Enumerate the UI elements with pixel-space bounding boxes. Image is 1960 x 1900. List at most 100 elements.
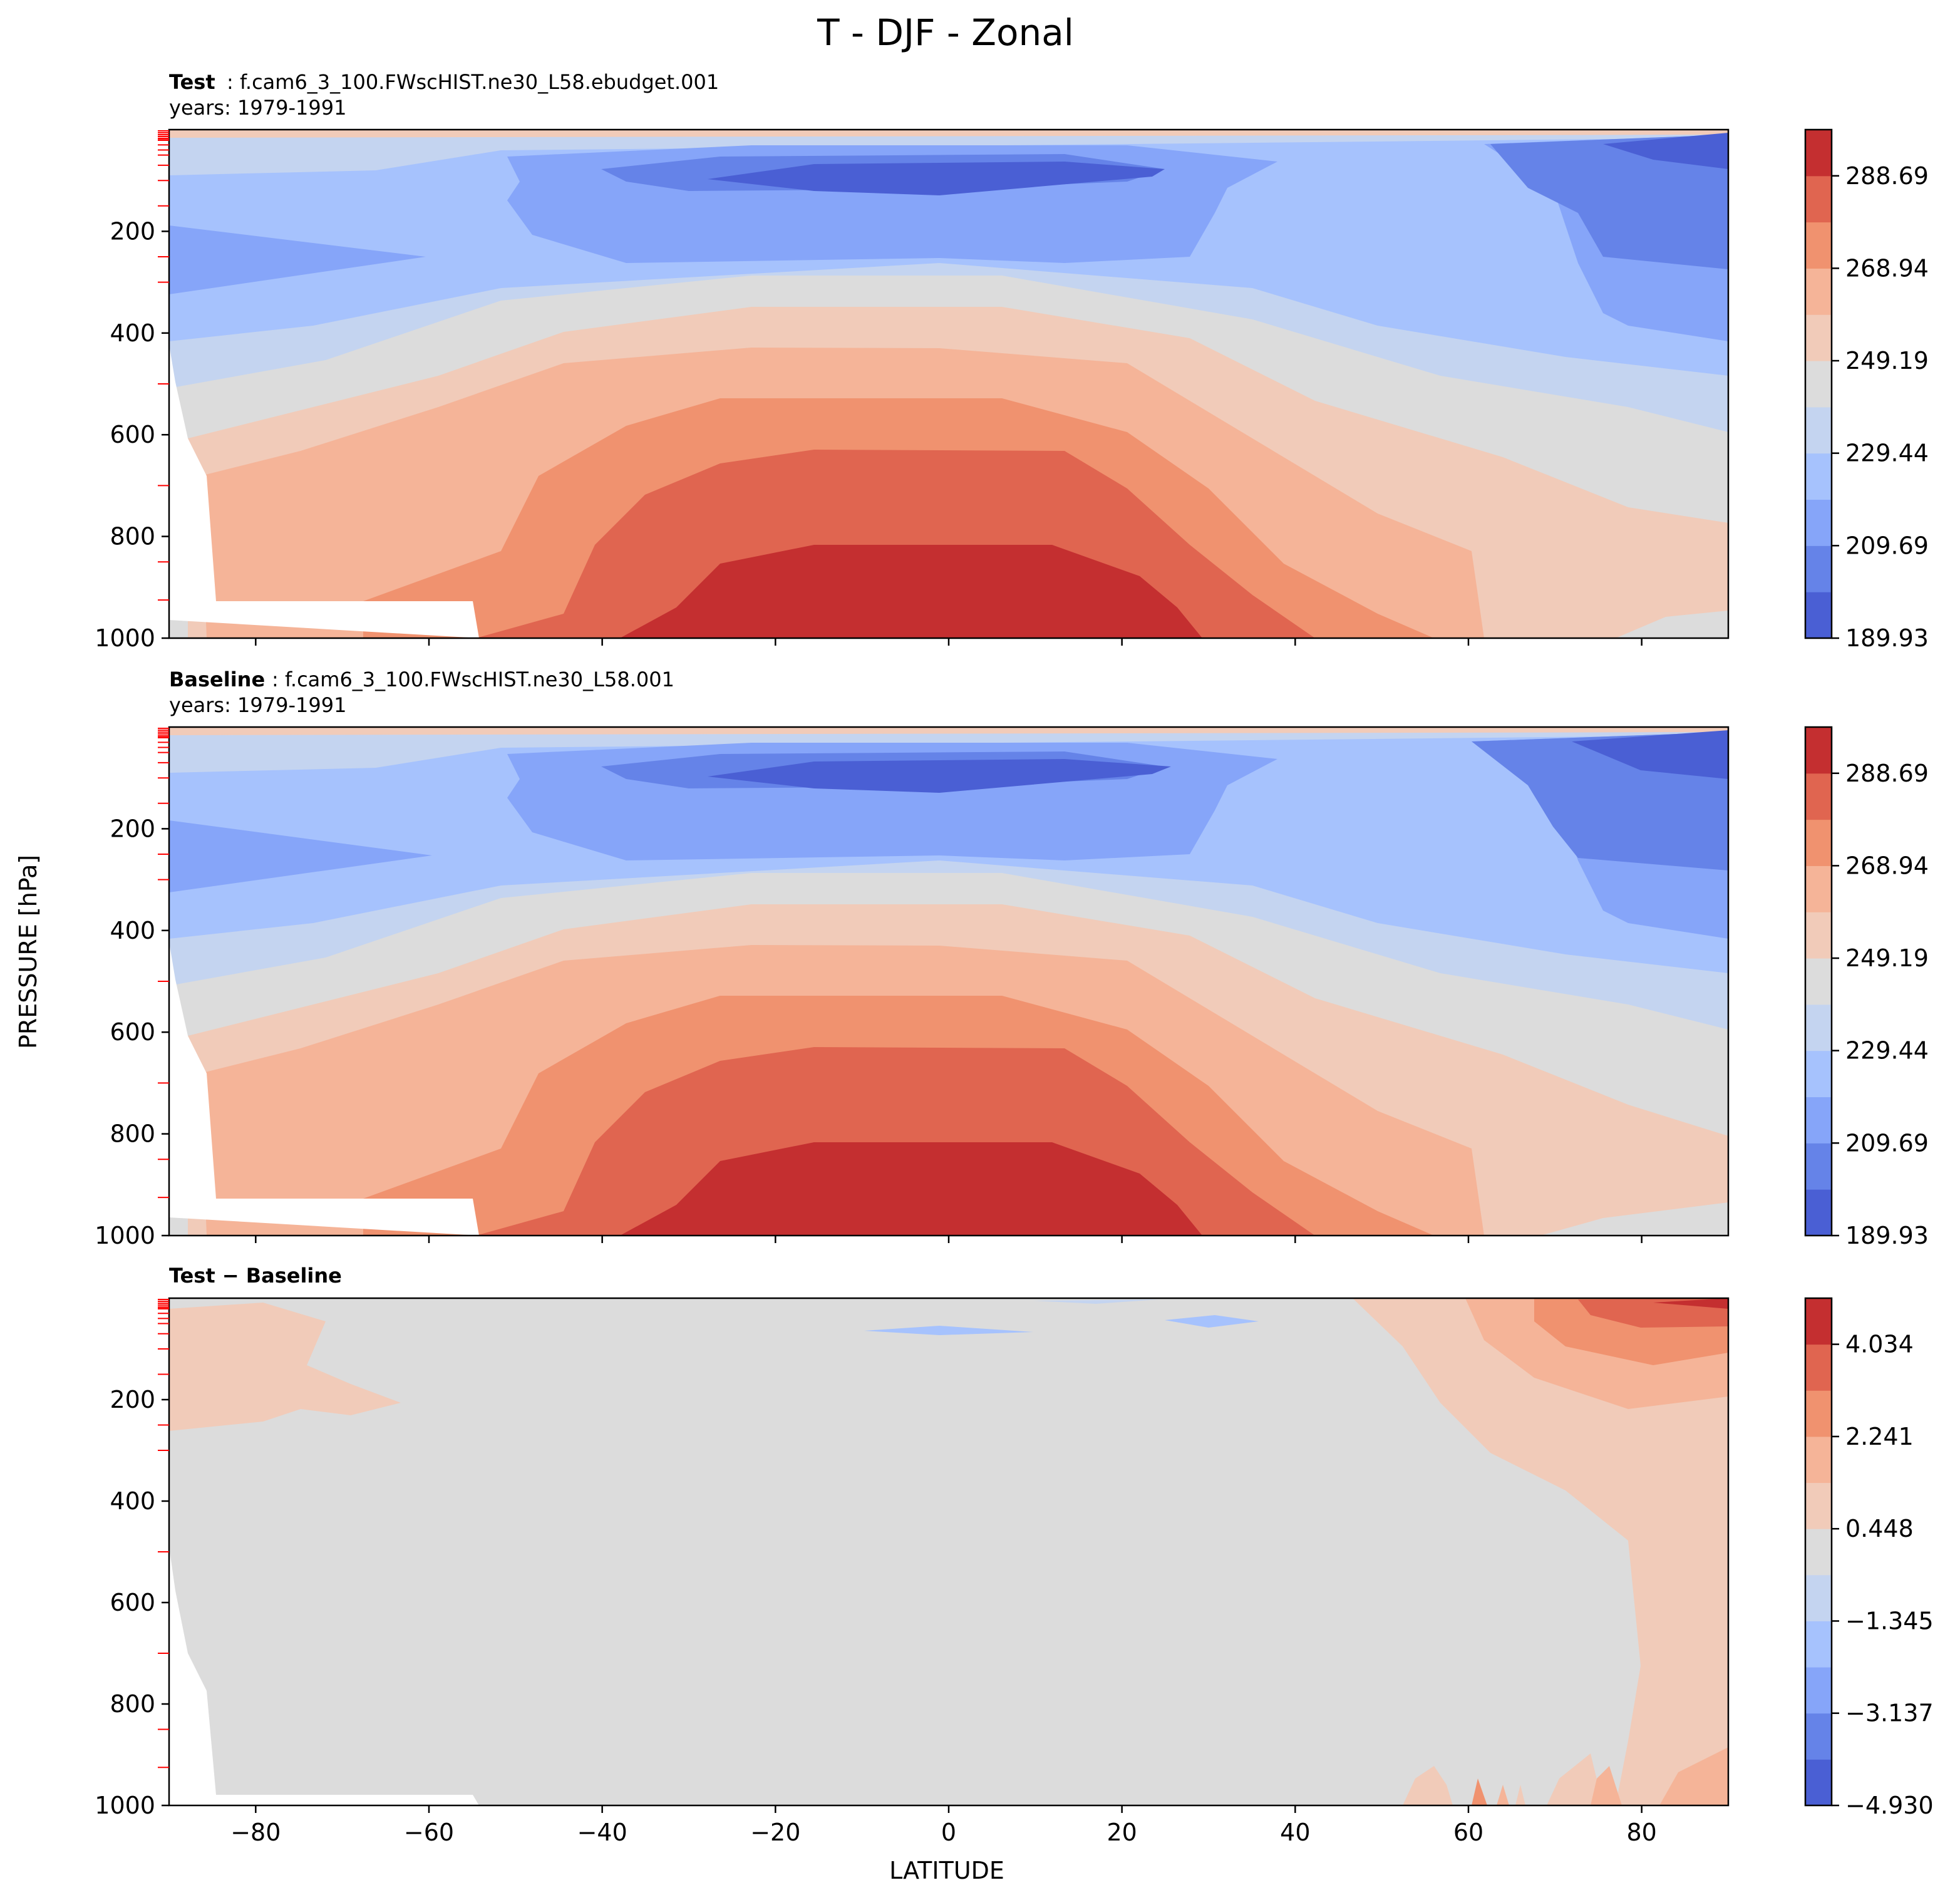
colorbar-segment [1805, 773, 1832, 820]
panel-test-title-rest: : f.cam6_3_100.FWscHIST.ne30_L58.ebudget… [227, 70, 719, 94]
colorbar-segment [1805, 1097, 1832, 1144]
contour-band [1472, 1779, 1487, 1805]
colorbar-segment [1805, 865, 1832, 912]
panel-baseline: Baseline : f.cam6_3_100.FWscHIST.ne30_L5… [95, 668, 1929, 1249]
x-tick-label: −40 [577, 1819, 627, 1846]
colorbar-tick-label: 229.44 [1845, 440, 1929, 467]
y-tick-label: 400 [110, 1487, 155, 1515]
colorbar-tick-label: −1.345 [1845, 1607, 1934, 1634]
colorbar-segment [1805, 727, 1832, 774]
contour-band [708, 162, 1165, 195]
panel-test-colorbar: 288.69 268.94 249.19 229.44 209.69 189.93 [1804, 128, 1929, 652]
colorbar-tick-label: 189.93 [1845, 1222, 1929, 1249]
colorbar-segment [1805, 175, 1832, 223]
contour-band [620, 545, 1202, 638]
colorbar-segment [1805, 130, 1832, 177]
colorbar-tick-label: 229.44 [1845, 1037, 1929, 1065]
contour-band [1540, 1202, 1728, 1236]
colorbar-tick-label: 288.69 [1845, 162, 1929, 190]
contour-band [169, 225, 426, 294]
contour-band [1616, 611, 1728, 638]
colorbar-segment [1805, 1143, 1832, 1190]
missing-data-mask [169, 344, 479, 638]
contour-band [1353, 1298, 1728, 1805]
colorbar-segment [1805, 592, 1832, 639]
panel-test-title-bold: Test [169, 70, 215, 94]
x-tick-label: 0 [941, 1819, 956, 1846]
y-tick-label: 200 [110, 815, 155, 842]
colorbar-tick-label: 2.241 [1845, 1423, 1914, 1450]
colorbar-frame [1804, 128, 1833, 639]
contour-band [864, 1326, 1033, 1335]
y-tick-label: 800 [110, 1120, 155, 1148]
colorbar-tick-label: 209.69 [1845, 532, 1929, 559]
colorbar-segment [1805, 361, 1832, 408]
panel-baseline-title-bold: Baseline [169, 668, 265, 691]
colorbar-segment [1805, 958, 1832, 1005]
colorbar-segment [1805, 453, 1832, 500]
colorbar-segment [1805, 1667, 1832, 1714]
colorbar-tick-label: 0.448 [1845, 1515, 1914, 1542]
panel-test-axes: 200 400 600 800 1000 [95, 130, 1643, 652]
y-tick-label: 200 [110, 1386, 155, 1413]
colorbar-segment [1805, 1713, 1832, 1760]
colorbar-tick-label: 268.94 [1845, 254, 1929, 282]
panel-baseline-title-rest: : f.cam6_3_100.FWscHIST.ne30_L58.001 [272, 668, 674, 691]
y-tick-label: 200 [110, 217, 155, 245]
contour-band [1033, 1299, 1158, 1304]
panel-difference-title: Test − Baseline [169, 1264, 342, 1288]
panel-baseline-axes: 200 400 600 800 1000 [95, 728, 1643, 1249]
colorbar-segment [1805, 1621, 1832, 1668]
contour-band [1403, 1766, 1453, 1805]
missing-data-mask [169, 1547, 479, 1805]
x-tick-label: −60 [404, 1819, 454, 1846]
colorbar-segment [1805, 1189, 1832, 1236]
figure-title: T - DJF - Zonal [817, 11, 1074, 54]
colorbar-segment [1805, 1574, 1832, 1621]
panel-test: Test : f.cam6_3_100.FWscHIST.ne30_L58.eb… [95, 70, 1929, 652]
x-tick-label: −20 [750, 1819, 800, 1846]
panel-difference-axes: −80 −60 −40 −20 0 20 40 60 80 200 400 600 800 1000 [95, 1299, 1657, 1846]
contour-band [1659, 1747, 1728, 1805]
colorbar-frame [1804, 1297, 1833, 1807]
colorbar-tick-label: 288.69 [1845, 760, 1929, 787]
colorbar-segment [1805, 314, 1832, 361]
colorbar-tick-label: 4.034 [1845, 1331, 1914, 1358]
y-tick-label: 400 [110, 917, 155, 944]
y-tick-label: 1000 [95, 1792, 155, 1819]
contour-band [1603, 133, 1728, 169]
contour-band [1547, 1753, 1603, 1805]
x-tick-label: 40 [1280, 1819, 1310, 1846]
y-axis-label: PRESSURE [hPa] [14, 855, 42, 1049]
contour-band [1515, 1785, 1525, 1805]
panel-test-contours [169, 130, 1728, 638]
colorbar-segment [1805, 1050, 1832, 1098]
contour-band [1490, 135, 1728, 269]
y-tick-label: 800 [110, 523, 155, 550]
y-tick-label: 1000 [95, 1222, 155, 1249]
panel-baseline-contours [169, 727, 1728, 1236]
y-tick-label: 600 [110, 421, 155, 448]
x-tick-label: 60 [1453, 1819, 1483, 1846]
contour-band [1591, 1766, 1622, 1805]
x-tick-label: 20 [1106, 1819, 1137, 1846]
colorbar-tick-label: −3.137 [1845, 1700, 1934, 1727]
contour-band [1653, 1298, 1728, 1309]
colorbar-segment [1805, 912, 1832, 959]
colorbar-segment [1805, 1482, 1832, 1529]
x-axis-label: LATITUDE [889, 1857, 1004, 1884]
y-tick-label: 400 [110, 319, 155, 347]
panel-baseline-colorbar: 288.69 268.94 249.19 229.44 209.69 189.93 [1804, 726, 1929, 1249]
colorbar-segment [1805, 1759, 1832, 1806]
y-tick-label: 1000 [95, 624, 155, 652]
panel-baseline-years: years: 1979-1991 [169, 693, 346, 717]
colorbar-segment [1805, 1390, 1832, 1437]
panel-difference: Test − Baseline −80 −60 −40 −20 0 20 40 60 80 200… [95, 1264, 1933, 1846]
missing-data-mask [169, 942, 479, 1236]
contour-band [169, 130, 1728, 138]
colorbar-segment [1805, 222, 1832, 269]
contour-band [169, 1303, 401, 1431]
colorbar-segment [1805, 1529, 1832, 1576]
contour-band [1165, 1315, 1259, 1328]
